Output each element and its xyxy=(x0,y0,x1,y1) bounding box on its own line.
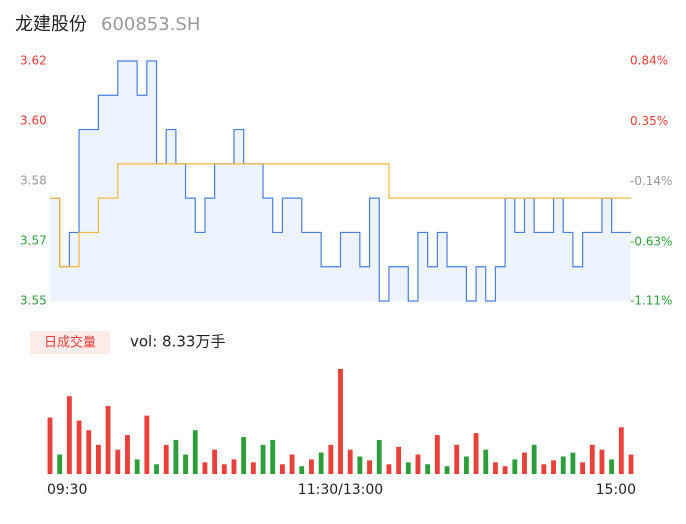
volume-bar xyxy=(105,405,111,474)
volume-bar xyxy=(522,452,527,474)
y2-tick-label: 0.35% xyxy=(630,114,668,128)
volume-bar xyxy=(86,430,92,474)
volume-bar xyxy=(589,444,595,474)
y2-tick-label: -0.63% xyxy=(630,234,672,248)
volume-bar xyxy=(386,464,392,474)
volume-bar xyxy=(434,435,440,474)
average-line xyxy=(50,163,631,268)
y2-tick-label: -0.14% xyxy=(630,174,672,188)
volume-bar xyxy=(250,462,256,474)
y-tick-label: 3.55 xyxy=(20,294,47,308)
chart-subtitle: 600853.SH xyxy=(101,14,200,35)
volume-bar xyxy=(47,417,53,474)
volume-bar xyxy=(502,466,508,474)
y-tick-label: 3.58 xyxy=(20,174,47,188)
volume-bar xyxy=(241,437,247,474)
volume-bar xyxy=(541,464,547,474)
volume-bar xyxy=(279,464,285,474)
y-tick-label: 3.57 xyxy=(20,234,47,248)
volume-bar xyxy=(405,462,411,474)
volume-label: vol: 8.33万手 xyxy=(130,333,225,351)
volume-bar xyxy=(144,415,150,474)
volume-bar xyxy=(270,439,276,474)
volume-bar xyxy=(415,454,421,474)
volume-bar xyxy=(357,456,363,474)
volume-bar xyxy=(609,459,615,474)
volume-bar xyxy=(599,449,605,474)
volume-bar xyxy=(163,444,169,474)
volume-bar xyxy=(134,459,140,474)
volume-bar xyxy=(367,460,372,474)
chart-title: 龙建股份 xyxy=(15,14,87,35)
volume-bar xyxy=(212,449,218,474)
y-tick-label: 3.62 xyxy=(20,54,47,68)
volume-bar xyxy=(425,464,431,474)
volume-bar xyxy=(531,444,537,474)
volume-bar xyxy=(560,456,566,474)
x-tick-label: 09:30 xyxy=(47,482,87,498)
volume-bar xyxy=(183,454,188,474)
volume-tag: 日成交量 xyxy=(44,335,96,351)
volume-bar xyxy=(444,466,450,474)
volume-bar xyxy=(125,435,130,474)
x-tick-label: 15:00 xyxy=(596,482,636,498)
volume-bar xyxy=(338,368,343,474)
volume-bar xyxy=(318,452,324,474)
volume-bar xyxy=(115,449,121,474)
volume-bar xyxy=(628,454,634,474)
volume-bar xyxy=(66,396,72,474)
volume-bar xyxy=(57,454,63,474)
volume-bar xyxy=(173,439,179,474)
volume-bar xyxy=(512,459,518,474)
volume-bar xyxy=(231,459,237,474)
y-tick-label: 3.60 xyxy=(20,114,47,128)
y2-tick-label: 0.84% xyxy=(630,54,668,68)
x-tick-label: 11:30/13:00 xyxy=(298,482,383,498)
volume-bar xyxy=(454,444,460,474)
volume-bar xyxy=(260,444,266,474)
volume-bar xyxy=(570,452,576,474)
volume-bar xyxy=(493,462,498,474)
volume-bar xyxy=(154,464,159,474)
volume-tag-bg xyxy=(30,331,110,354)
y2-tick-label: -1.11% xyxy=(630,294,672,308)
volume-bar xyxy=(309,459,314,474)
volume-bar xyxy=(396,446,402,474)
volume-bar xyxy=(95,444,101,474)
volume-bar xyxy=(192,430,198,474)
volume-bar xyxy=(202,462,208,474)
volume-bar xyxy=(328,444,334,474)
volume-bar xyxy=(289,454,295,474)
price-area xyxy=(50,61,631,301)
volume-bar xyxy=(618,427,624,474)
volume-bar xyxy=(483,449,489,474)
volume-bar xyxy=(76,420,82,474)
volume-bar xyxy=(299,466,305,474)
volume-bar xyxy=(463,456,469,474)
volume-bar xyxy=(376,439,382,474)
volume-bar xyxy=(347,449,353,474)
volume-bar xyxy=(551,460,556,474)
volume-bar xyxy=(580,462,586,474)
volume-bar xyxy=(473,433,479,474)
volume-bar xyxy=(221,464,227,474)
